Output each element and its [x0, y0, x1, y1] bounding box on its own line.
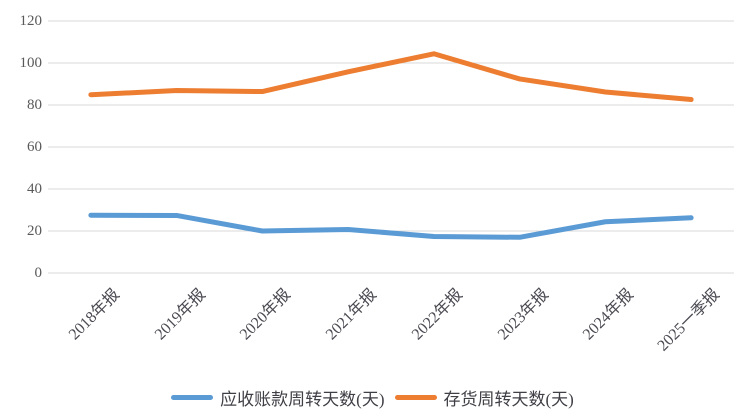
- series-line-inventory-turnover: [88, 51, 694, 103]
- y-axis-tick-label: 100: [19, 55, 43, 71]
- series-line-receivable-turnover: [88, 212, 694, 240]
- y-axis-tick-label: 60: [27, 139, 42, 155]
- legend-label-inventory-turnover-days: 存货周转天数(天): [443, 389, 574, 409]
- legend-line-swatch-orange: [394, 394, 437, 400]
- legend-item-inventory-turnover-days: 存货周转天数(天): [394, 385, 574, 410]
- legend-item-receivable-turnover-days: 应收账款周转天数(天): [171, 385, 385, 410]
- legend-line-swatch-blue: [171, 394, 214, 400]
- y-axis-tick-label: 0: [34, 265, 43, 281]
- legend-label-receivable-turnover-days: 应收账款周转天数(天): [220, 389, 385, 409]
- y-axis-tick-label: 40: [27, 181, 42, 197]
- y-axis-tick-label: 80: [27, 97, 42, 113]
- legend: 应收账款周转天数(天) 存货周转天数(天): [0, 384, 745, 410]
- y-axis-tick-label: 20: [27, 223, 42, 239]
- y-axis-tick-label: 120: [19, 13, 43, 29]
